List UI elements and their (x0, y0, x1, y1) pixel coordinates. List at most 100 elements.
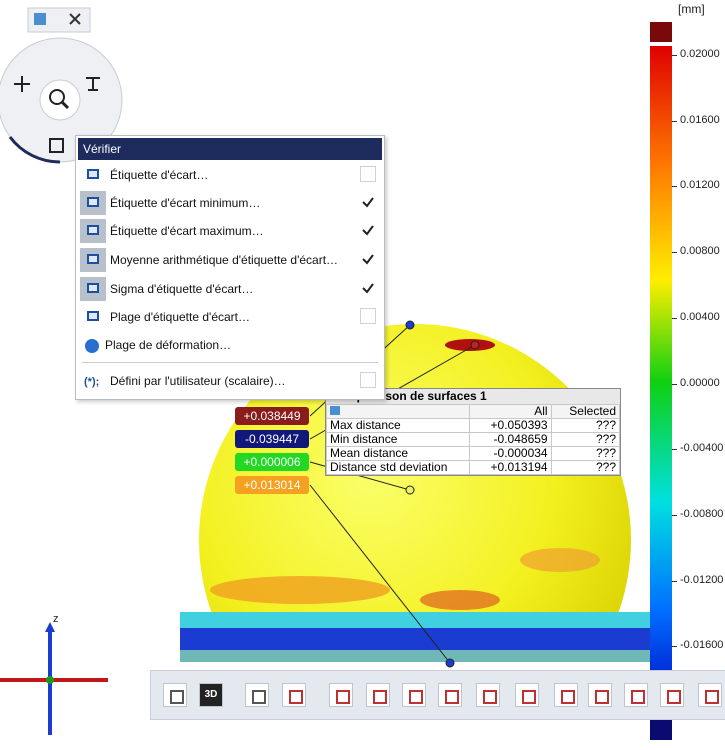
leader-line (309, 484, 451, 664)
scale-tick-label: 0.01200 (680, 179, 720, 192)
icon (170, 690, 184, 704)
check (362, 197, 374, 208)
color-bar (650, 46, 672, 716)
checkbox[interactable] (360, 372, 376, 388)
toolbar-button[interactable] (624, 683, 648, 707)
toolbar-button[interactable] (660, 683, 684, 707)
icon (631, 690, 645, 704)
menu-item[interactable]: Étiquette d'écart maximum… (78, 218, 382, 244)
tick-mark (672, 186, 677, 188)
menu-item[interactable]: Étiquette d'écart… (78, 162, 382, 188)
scale-tick-label: -0.00400 (680, 442, 724, 455)
toolbar-button[interactable] (554, 683, 578, 707)
column-header: Selected (550, 404, 621, 419)
checkbox[interactable] (360, 280, 376, 296)
icon (667, 690, 681, 704)
checkmark (362, 225, 374, 236)
scale-tick-label: -0.00800 (680, 507, 724, 520)
icon (87, 283, 99, 293)
radial-highlight (8, 136, 61, 164)
overflow-swatch (650, 22, 672, 42)
tick-mark (672, 55, 677, 56)
checkbox[interactable] (360, 251, 376, 267)
item-icon (80, 163, 106, 187)
icon (252, 690, 266, 704)
icon (595, 690, 609, 704)
row-label: Min distance (326, 432, 470, 447)
cell-value: +0.050393 (469, 418, 552, 433)
checkmark (362, 283, 374, 294)
toolbar-button[interactable] (438, 683, 462, 707)
y-axis (46, 676, 54, 684)
toolbar-button[interactable] (402, 683, 426, 707)
toolbar-button[interactable] (366, 683, 390, 707)
checkmark (362, 197, 374, 208)
icon (705, 690, 719, 704)
cell-value: +0.013194 (469, 460, 552, 475)
menu-item[interactable]: (*); Défini par l'utilisateur (scalaire)… (78, 368, 382, 394)
icon (289, 690, 303, 704)
menu-item[interactable]: Plage de déformation… (78, 332, 382, 358)
scale-tick-label: -0.01200 (680, 573, 724, 586)
toolbar-button[interactable] (163, 683, 187, 707)
tick-mark (672, 120, 677, 122)
point-marker (405, 485, 415, 495)
icon-text: (*); (84, 376, 100, 388)
toolbar-button[interactable] (476, 683, 500, 707)
checkbox[interactable] (360, 194, 376, 210)
context-menu: Vérifier Étiquette d'écart… Étiquette d'é… (75, 135, 385, 400)
icon (87, 169, 99, 179)
toolbar-button[interactable] (515, 683, 539, 707)
menu-item[interactable]: Sigma d'étiquette d'écart… (78, 276, 382, 302)
comparison-table: Comparaison de surfaces 1 All Selected Max… (325, 388, 621, 476)
toolbar-button[interactable] (282, 683, 306, 707)
icon (87, 225, 99, 235)
tick-mark (672, 252, 677, 254)
icon (522, 690, 536, 704)
item-icon (80, 333, 106, 357)
deviation-label[interactable]: +0.000006 (235, 453, 309, 471)
header-row: All Selected (326, 404, 621, 419)
menu-item[interactable]: Étiquette d'écart minimum… (78, 190, 382, 216)
deviation-label[interactable]: -0.039447 (235, 430, 309, 448)
scale-tick-label: 0.00400 (680, 310, 720, 323)
menu-item[interactable]: Plage d'étiquette d'écart… (78, 304, 382, 330)
point-marker (405, 320, 415, 330)
cell-value: ??? (550, 432, 621, 447)
deviation-label[interactable]: +0.013014 (235, 476, 309, 494)
toolbar-button[interactable]: 3D (199, 683, 223, 707)
item-label: Moyenne arithmétique d'étiquette d'écart… (110, 253, 339, 267)
item-icon (80, 277, 106, 301)
tick-mark (672, 646, 677, 648)
checkbox[interactable] (360, 222, 376, 238)
cell-value: ??? (550, 460, 621, 475)
item-icon (80, 191, 106, 215)
toolbar-button[interactable] (245, 683, 269, 707)
scale-tick-label: 0.00000 (680, 376, 720, 389)
item-label: Étiquette d'écart… (110, 168, 209, 182)
checkbox[interactable] (360, 166, 376, 182)
icon (561, 690, 575, 704)
item-label: Sigma d'étiquette d'écart… (110, 282, 254, 296)
item-label: Plage d'étiquette d'écart… (110, 310, 251, 324)
toolbar-button[interactable] (588, 683, 612, 707)
row-label: Max distance (326, 418, 470, 433)
toolbar-button[interactable] (698, 683, 722, 707)
toolbar-button[interactable] (329, 683, 353, 707)
menu-item[interactable]: Moyenne arithmétique d'étiquette d'écart… (78, 247, 382, 273)
item-label: Défini par l'utilisateur (scalaire)… (110, 374, 286, 388)
menu-title: Vérifier (78, 138, 382, 160)
close-button[interactable] (69, 13, 81, 25)
icon (14, 76, 30, 92)
icon (483, 690, 497, 704)
icon (49, 89, 65, 105)
tick-mark (672, 580, 677, 582)
icon (87, 254, 99, 264)
point-marker (470, 340, 480, 350)
tick-mark (672, 317, 677, 319)
zoom-button[interactable] (39, 79, 81, 121)
toolbar: 3D (150, 670, 725, 720)
item-label: Plage de déformation… (105, 338, 232, 352)
deviation-label[interactable]: +0.038449 (235, 407, 309, 425)
checkbox[interactable] (360, 308, 376, 324)
